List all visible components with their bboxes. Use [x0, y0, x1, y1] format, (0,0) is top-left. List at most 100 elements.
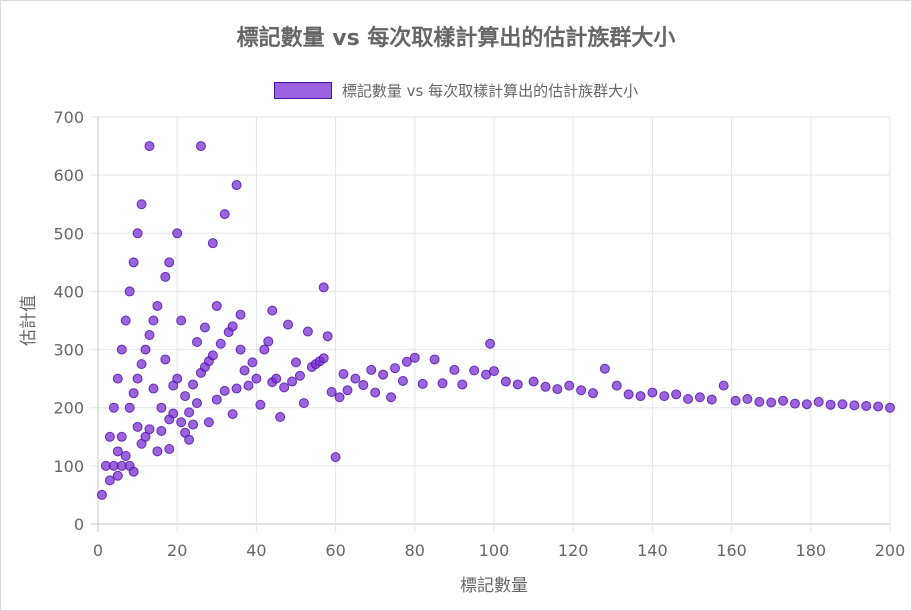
data-point [203, 417, 214, 428]
data-point [247, 357, 258, 368]
data-point [219, 209, 230, 220]
data-point [164, 443, 175, 454]
data-point [386, 392, 397, 403]
data-point [136, 359, 147, 370]
data-point [283, 319, 294, 330]
x-axis-title: 標記數量 [460, 576, 528, 596]
data-point [457, 379, 468, 390]
data-point [279, 382, 290, 393]
data-point [409, 352, 420, 363]
data-point [132, 373, 143, 384]
data-point [291, 357, 301, 368]
data-point [683, 393, 694, 404]
data-point [164, 257, 175, 268]
chart-title: 標記數量 vs 每次取樣計算出的估計族群大小 [236, 26, 676, 51]
y-tick-label: 300 [53, 341, 84, 360]
x-tick-label: 120 [558, 541, 589, 560]
data-point [429, 354, 440, 365]
data-point [287, 376, 298, 387]
data-point [647, 387, 658, 398]
data-point [318, 353, 329, 364]
data-point [148, 383, 159, 394]
x-tick-label: 20 [167, 541, 187, 560]
data-point [417, 378, 428, 389]
x-tick-label: 60 [325, 541, 345, 560]
data-point [489, 366, 499, 377]
data-point [378, 369, 389, 380]
data-point [112, 446, 123, 457]
data-point [813, 396, 824, 407]
data-point [192, 337, 202, 348]
data-point [235, 344, 246, 355]
data-point [144, 424, 155, 435]
data-point [156, 402, 167, 413]
data-point [116, 344, 127, 355]
data-point [207, 350, 218, 361]
data-point [588, 388, 598, 399]
data-point [219, 385, 230, 396]
data-point [96, 489, 107, 500]
data-point [599, 363, 610, 374]
data-point [766, 397, 777, 408]
y-tick-label: 0 [74, 515, 84, 534]
data-point [512, 379, 523, 390]
data-point [188, 419, 199, 430]
data-point [144, 141, 155, 152]
data-point [401, 356, 412, 367]
x-tick-label: 40 [246, 541, 266, 560]
data-point [144, 330, 155, 341]
data-point [108, 402, 119, 413]
data-point [180, 391, 191, 402]
data-point [227, 409, 238, 420]
data-point [623, 389, 634, 400]
x-tick-label: 0 [93, 541, 103, 560]
data-point [718, 380, 729, 391]
data-point [168, 408, 179, 419]
data-point [132, 228, 143, 239]
y-tick-label: 400 [53, 282, 84, 301]
data-point [861, 400, 872, 411]
y-tick-label: 200 [53, 399, 84, 418]
data-point [742, 393, 753, 404]
data-point [116, 431, 127, 442]
data-point [160, 354, 171, 365]
x-tick-label: 80 [405, 541, 425, 560]
data-point [801, 399, 812, 410]
data-point [694, 392, 705, 403]
y-axis-title: 估計值 [19, 295, 39, 346]
data-point [275, 412, 286, 423]
data-point [552, 384, 563, 395]
legend-swatch [273, 82, 332, 99]
x-tick-label: 140 [637, 541, 668, 560]
x-tick-label: 180 [796, 541, 827, 560]
y-tick-label: 600 [53, 166, 84, 185]
data-point [239, 365, 250, 376]
data-point [849, 400, 860, 411]
data-point [437, 378, 448, 389]
data-point [192, 398, 202, 409]
data-point [136, 199, 147, 210]
data-point [231, 383, 242, 394]
data-point [358, 380, 369, 391]
x-tick-label: 200 [875, 541, 906, 560]
data-point [120, 315, 131, 326]
data-point [271, 373, 282, 384]
data-point [199, 322, 210, 333]
data-point [540, 381, 551, 392]
data-point [132, 421, 143, 432]
data-point [528, 376, 539, 387]
data-point [104, 475, 115, 486]
data-point [267, 305, 278, 316]
data-point [298, 398, 309, 409]
data-point [730, 395, 741, 406]
data-point [334, 392, 345, 403]
data-point [322, 331, 333, 342]
data-point [390, 363, 400, 374]
data-point [184, 407, 195, 418]
data-point [564, 380, 575, 391]
chart-legend[interactable]: 標記數量 vs 每次取樣計算出的估計族群大小 [0, 80, 912, 101]
data-point [330, 452, 341, 463]
data-point [176, 417, 187, 428]
data-point [124, 286, 135, 297]
data-point [124, 402, 135, 413]
